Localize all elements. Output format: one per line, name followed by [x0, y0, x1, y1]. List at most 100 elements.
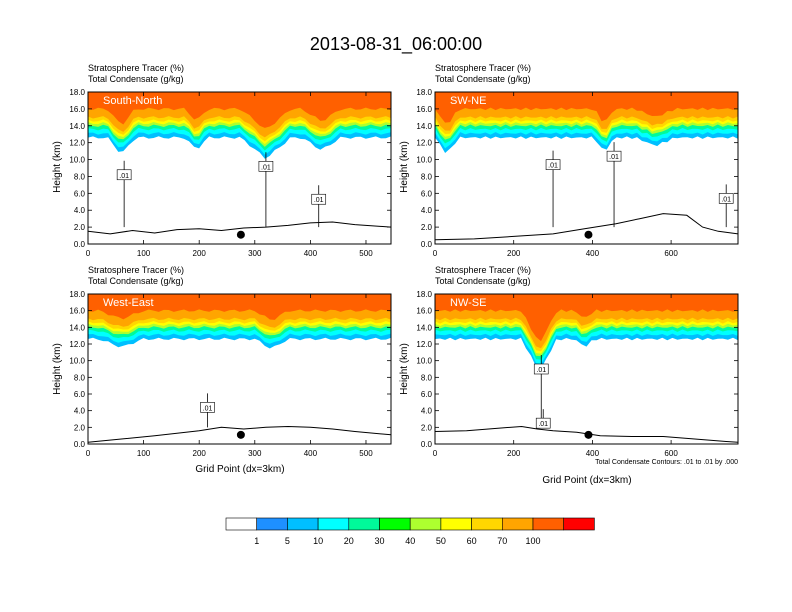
colorbar-label: 50	[436, 536, 446, 546]
x-tick-label: 0	[433, 449, 438, 458]
colorbar-label: 20	[344, 536, 354, 546]
y-tick-label: 10.0	[416, 156, 432, 165]
panel-direction-label: West-East	[103, 297, 154, 309]
contour-label: .01	[609, 154, 619, 161]
contour-label-box	[718, 193, 734, 204]
contour-label-box	[200, 402, 215, 413]
y-tick-label: 12.0	[69, 139, 85, 148]
colorbar-swatch	[409, 517, 442, 531]
colorbar-swatch	[256, 517, 288, 531]
terrain-line	[434, 213, 739, 241]
panel-west-east: Stratosphere Tracer (%) Total Condensate…	[52, 265, 392, 475]
plot-frame	[87, 91, 392, 245]
panel-legend-line1: Stratosphere Tracer (%)	[88, 63, 184, 73]
panel-legend-line2: Total Condensate (g/kg)	[435, 74, 531, 84]
x-tick-label: 100	[137, 249, 151, 258]
colorbar-label: 40	[405, 536, 415, 546]
colorbar-swatch	[317, 517, 350, 531]
contour-label: .01	[538, 421, 548, 428]
plot-frame	[434, 293, 739, 445]
terrain-line	[87, 221, 392, 235]
x-tick-label: 200	[193, 449, 207, 458]
x-tick-label: 0	[86, 249, 91, 258]
y-tick-label: 2.0	[74, 423, 86, 432]
colorbar: 1 5 10 20 30 40 50 60 70 100	[225, 517, 595, 546]
y-tick-label: 10.0	[69, 357, 85, 366]
contour-label: .01	[314, 197, 324, 204]
panel-legend-line2: Total Condensate (g/kg)	[435, 276, 531, 286]
panel-direction-label: South-North	[103, 95, 162, 107]
x-tick-label: 500	[359, 249, 373, 258]
colorbar-swatch	[501, 517, 534, 531]
contour-label: .01	[203, 405, 213, 412]
panel-x-axis-label: Grid Point (dx=3km)	[195, 464, 284, 475]
y-tick-label: 18.0	[69, 290, 85, 299]
figure-title: 2013-08-31_06:00:00	[310, 34, 482, 55]
y-tick-label: 6.0	[74, 390, 86, 399]
panel-nw-se: Stratosphere Tracer (%) Total Condensate…	[399, 265, 739, 486]
x-tick-label: 600	[664, 449, 678, 458]
plot-frame	[434, 91, 739, 245]
y-tick-label: 4.0	[421, 407, 433, 416]
tracer-layer-100	[88, 92, 391, 128]
y-tick-label: 10.0	[416, 357, 432, 366]
y-tick-label: 4.0	[74, 407, 86, 416]
y-tick-label: 6.0	[421, 390, 433, 399]
colorbar-label: 100	[525, 536, 540, 546]
contour-label-box	[535, 417, 551, 429]
y-tick-label: 14.0	[416, 323, 432, 332]
x-tick-label: 300	[248, 449, 262, 458]
colorbar-label: 30	[374, 536, 384, 546]
colorbar-swatch	[348, 517, 380, 531]
x-tick-label: 0	[86, 449, 91, 458]
y-tick-label: 14.0	[69, 122, 85, 131]
panel-y-axis-label: Height (km)	[52, 343, 63, 395]
y-tick-label: 8.0	[421, 373, 433, 382]
y-tick-label: 6.0	[421, 189, 433, 198]
contour-label: .01	[119, 173, 129, 180]
panel-legend-line2: Total Condensate (g/kg)	[88, 74, 184, 84]
y-tick-label: 18.0	[69, 88, 85, 97]
x-tick-label: 300	[248, 249, 262, 258]
colorbar-swatch	[440, 517, 472, 531]
y-tick-label: 0.0	[421, 440, 433, 449]
x-tick-label: 600	[664, 249, 678, 258]
y-tick-label: 16.0	[416, 307, 432, 316]
y-tick-label: 16.0	[416, 105, 432, 114]
x-tick-label: 400	[304, 449, 318, 458]
y-tick-label: 14.0	[69, 323, 85, 332]
location-marker	[584, 230, 593, 239]
contour-footnote: Total Condensate Contours: .01 to .01 by…	[595, 459, 738, 466]
x-tick-label: 500	[359, 449, 373, 458]
location-marker	[236, 430, 245, 439]
y-tick-label: 4.0	[421, 206, 433, 215]
panel-legend-line2: Total Condensate (g/kg)	[88, 276, 184, 286]
x-tick-label: 200	[507, 249, 521, 258]
colorbar-swatch	[287, 517, 319, 531]
colorbar-label: 5	[285, 536, 290, 546]
y-tick-label: 12.0	[416, 340, 432, 349]
y-tick-label: 16.0	[69, 307, 85, 316]
contour-label: .01	[548, 163, 558, 170]
tracer-layer-100	[435, 294, 738, 342]
colorbar-label: 10	[313, 536, 323, 546]
x-tick-label: 200	[507, 449, 521, 458]
y-tick-label: 2.0	[421, 423, 433, 432]
y-tick-label: 0.0	[74, 440, 86, 449]
contour-label: .01	[536, 367, 546, 374]
contour-label-box	[311, 193, 327, 205]
panel-sw-ne: Stratosphere Tracer (%) Total Condensate…	[399, 63, 739, 258]
colorbar-swatch	[471, 517, 503, 531]
y-tick-label: 0.0	[74, 240, 86, 249]
contour-label-box	[545, 159, 561, 170]
contour-label-box	[116, 169, 132, 181]
colorbar-swatch	[532, 517, 565, 531]
x-tick-label: 400	[304, 249, 318, 258]
panel-y-axis-label: Height (km)	[399, 141, 410, 193]
panel-x-axis-label: Grid Point (dx=3km)	[542, 475, 631, 486]
location-marker	[584, 430, 593, 439]
x-tick-label: 0	[433, 249, 438, 258]
plot-frame	[87, 293, 392, 445]
colorbar-swatch	[225, 517, 258, 531]
contour-label-box	[258, 161, 274, 172]
